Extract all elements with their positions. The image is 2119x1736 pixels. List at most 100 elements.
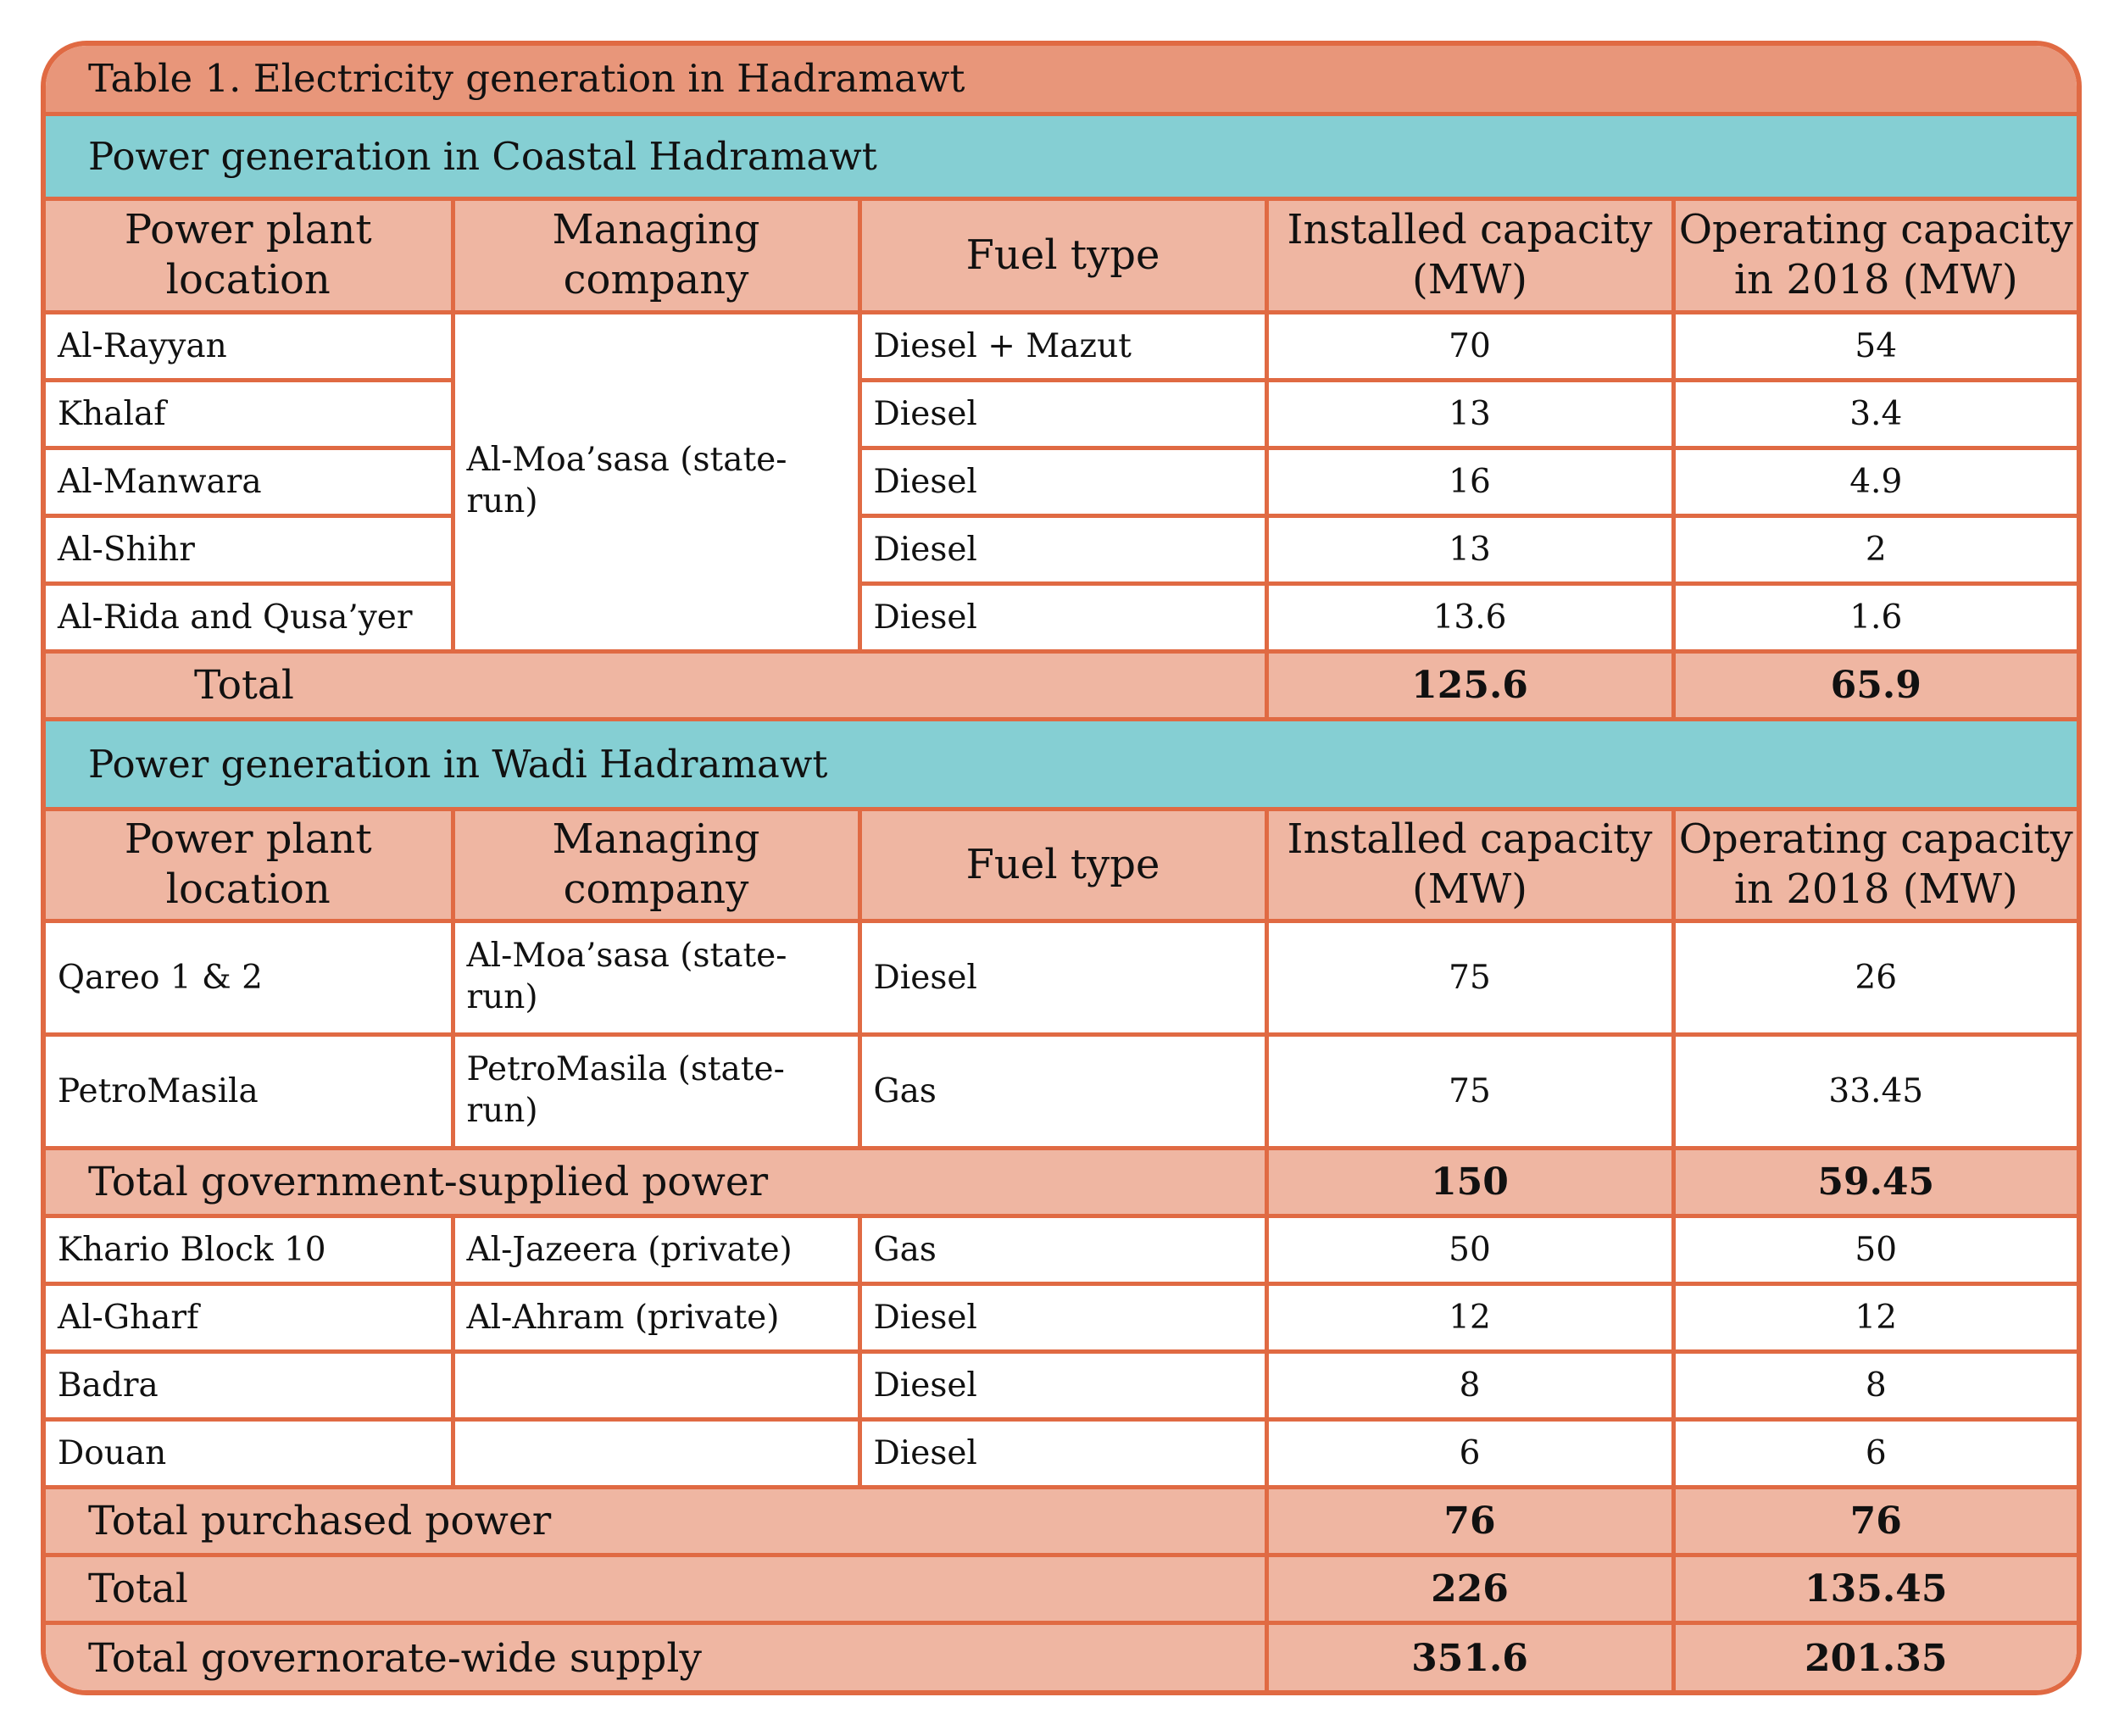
cell-fuel: Diesel xyxy=(857,377,1269,450)
cell-company: Al-Jazeera (private) xyxy=(450,1213,862,1286)
cell-installed: 13 xyxy=(1264,377,1676,450)
cell-installed: 50 xyxy=(1264,1213,1676,1286)
cell-location: Al-Shihr xyxy=(46,513,455,586)
header-row-wadi: Power plant location Managing company Fu… xyxy=(46,806,2077,923)
cell-company: Al-Moa’sasa (state-run) xyxy=(450,918,862,1037)
cell-fuel: Diesel + Mazut xyxy=(857,309,1269,382)
header-row-coastal: Power plant location Managing company Fu… xyxy=(46,196,2077,314)
column-header-company: Managing company xyxy=(450,196,862,314)
total-installed: 150 xyxy=(1264,1145,1676,1218)
cell-installed: 13.6 xyxy=(1264,581,1676,654)
cell-operating: 8 xyxy=(1671,1349,2077,1422)
section-heading-coastal: Power generation in Coastal Hadramawt xyxy=(46,111,2077,201)
cell-installed: 70 xyxy=(1264,309,1676,382)
total-row-purchased: Total purchased power 76 76 xyxy=(46,1484,2077,1557)
cell-operating: 12 xyxy=(1671,1281,2077,1354)
cell-fuel: Diesel xyxy=(857,581,1269,654)
table-row: Qareo 1 & 2 Al-Moa’sasa (state-run) Dies… xyxy=(46,918,2077,1037)
total-operating: 76 xyxy=(1671,1484,2077,1557)
cell-installed: 75 xyxy=(1264,918,1676,1037)
cell-operating: 2 xyxy=(1671,513,2077,586)
cell-location: Douan xyxy=(46,1416,455,1489)
total-label: Total governorate-wide supply xyxy=(46,1620,1269,1690)
cell-operating: 54 xyxy=(1671,309,2077,382)
total-installed: 351.6 xyxy=(1264,1620,1676,1690)
total-label: Total purchased power xyxy=(46,1484,1269,1557)
cell-company xyxy=(450,1349,862,1422)
total-installed: 125.6 xyxy=(1264,648,1676,721)
table-row: PetroMasila PetroMasila (state-run) Gas … xyxy=(46,1032,2077,1150)
cell-operating: 26 xyxy=(1671,918,2077,1037)
column-header-location: Power plant location xyxy=(46,196,455,314)
cell-fuel: Diesel xyxy=(857,513,1269,586)
total-operating: 65.9 xyxy=(1671,648,2077,721)
table-row: Al-Manwara Diesel 16 4.9 xyxy=(46,445,2077,518)
table-title-row: Table 1. Electricity generation in Hadra… xyxy=(46,46,2077,116)
cell-fuel: Diesel xyxy=(857,445,1269,518)
cell-fuel: Gas xyxy=(857,1213,1269,1286)
table-row: Douan Diesel 6 6 xyxy=(46,1416,2077,1489)
cell-operating: 33.45 xyxy=(1671,1032,2077,1150)
table-row: Al-Rida and Qusa’yer Diesel 13.6 1.6 xyxy=(46,581,2077,654)
column-header-fuel: Fuel type xyxy=(857,806,1269,923)
total-label: Total xyxy=(46,1552,1269,1625)
cell-location: Al-Gharf xyxy=(46,1281,455,1354)
cell-company xyxy=(450,1416,862,1489)
cell-location: Al-Manwara xyxy=(46,445,455,518)
table-title: Table 1. Electricity generation in Hadra… xyxy=(46,46,2077,116)
cell-operating: 6 xyxy=(1671,1416,2077,1489)
total-operating: 59.45 xyxy=(1671,1145,2077,1218)
column-header-installed: Installed capacity (MW) xyxy=(1264,196,1676,314)
table-row: Badra Diesel 8 8 xyxy=(46,1349,2077,1422)
cell-location: Khalaf xyxy=(46,377,455,450)
cell-company: Al-Ahram (private) xyxy=(450,1281,862,1354)
cell-fuel: Gas xyxy=(857,1032,1269,1150)
cell-location: Al-Rida and Qusa’yer xyxy=(46,581,455,654)
total-row-coastal: Total 125.6 65.9 xyxy=(46,648,2077,721)
table-row: Al-Gharf Al-Ahram (private) Diesel 12 12 xyxy=(46,1281,2077,1354)
cell-operating: 50 xyxy=(1671,1213,2077,1286)
total-operating: 201.35 xyxy=(1671,1620,2077,1690)
total-label: Total xyxy=(46,648,1269,721)
table-row: Khario Block 10 Al-Jazeera (private) Gas… xyxy=(46,1213,2077,1286)
section-row-coastal: Power generation in Coastal Hadramawt xyxy=(46,111,2077,201)
cell-fuel: Diesel xyxy=(857,918,1269,1037)
column-header-installed: Installed capacity (MW) xyxy=(1264,806,1676,923)
column-header-fuel: Fuel type xyxy=(857,196,1269,314)
total-label: Total government-supplied power xyxy=(46,1145,1269,1218)
cell-location: Qareo 1 & 2 xyxy=(46,918,455,1037)
cell-operating: 4.9 xyxy=(1671,445,2077,518)
cell-installed: 13 xyxy=(1264,513,1676,586)
table-row: Al-Shihr Diesel 13 2 xyxy=(46,513,2077,586)
cell-operating: 3.4 xyxy=(1671,377,2077,450)
cell-fuel: Diesel xyxy=(857,1349,1269,1422)
column-header-operating: Operating capacity in 2018 (MW) xyxy=(1671,806,2077,923)
electricity-table: Table 1. Electricity generation in Hadra… xyxy=(46,46,2077,1690)
table-row: Khalaf Diesel 13 3.4 xyxy=(46,377,2077,450)
column-header-company: Managing company xyxy=(450,806,862,923)
cell-location: Badra xyxy=(46,1349,455,1422)
cell-installed: 16 xyxy=(1264,445,1676,518)
total-row-governorate: Total governorate-wide supply 351.6 201.… xyxy=(46,1620,2077,1690)
section-row-wadi: Power generation in Wadi Hadramawt xyxy=(46,716,2077,811)
table-frame: Table 1. Electricity generation in Hadra… xyxy=(41,41,2082,1695)
cell-installed: 75 xyxy=(1264,1032,1676,1150)
total-installed: 76 xyxy=(1264,1484,1676,1557)
total-installed: 226 xyxy=(1264,1552,1676,1625)
cell-fuel: Diesel xyxy=(857,1281,1269,1354)
total-row-government: Total government-supplied power 150 59.4… xyxy=(46,1145,2077,1218)
cell-installed: 8 xyxy=(1264,1349,1676,1422)
cell-fuel: Diesel xyxy=(857,1416,1269,1489)
cell-installed: 12 xyxy=(1264,1281,1676,1354)
cell-location: PetroMasila xyxy=(46,1032,455,1150)
cell-installed: 6 xyxy=(1264,1416,1676,1489)
total-operating: 135.45 xyxy=(1671,1552,2077,1625)
cell-location: Khario Block 10 xyxy=(46,1213,455,1286)
section-heading-wadi: Power generation in Wadi Hadramawt xyxy=(46,716,2077,811)
table-row: Al-Rayyan Al-Moa’sasa (state-run) Diesel… xyxy=(46,309,2077,654)
cell-location: Al-Rayyan xyxy=(46,309,455,382)
column-header-operating: Operating capacity in 2018 (MW) xyxy=(1671,196,2077,314)
cell-company: Al-Moa’sasa (state-run) xyxy=(450,309,862,654)
column-header-location: Power plant location xyxy=(46,806,455,923)
cell-operating: 1.6 xyxy=(1671,581,2077,654)
